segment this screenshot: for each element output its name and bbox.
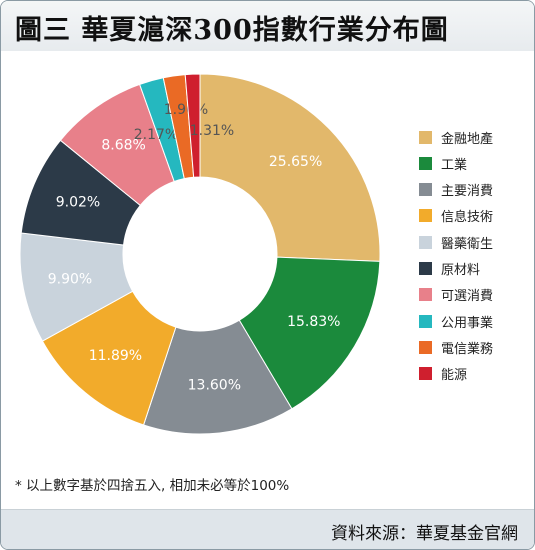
legend-item-energy: 能源 <box>419 362 493 386</box>
donut-slice-2 <box>238 256 381 410</box>
data-label-10: 1.31% <box>190 123 234 139</box>
donut-slice-3 <box>142 319 293 435</box>
data-label-7: 8.68% <box>101 138 145 154</box>
legend-item-finance: 金融地產 <box>419 125 493 149</box>
legend-label: 可選消費 <box>441 289 494 305</box>
legend-swatch <box>419 209 432 223</box>
legend-item-telecom: 電信業務 <box>419 335 493 359</box>
chart-title: 圖三 華夏滬深300指數行業分布圖 <box>15 15 449 46</box>
legend-label: 電信業務 <box>441 341 494 357</box>
chart-area: 25.65% 15.83% 13.60% 11.89% 9.90% 9.02% 8.68% 2… <box>1 51 534 509</box>
legend-label: 信息技術 <box>441 210 494 226</box>
legend: 金融地產 工業 主要消費 信息技術 醫藥衛生 原材料 可選消費 公用事業 電信業… <box>419 125 493 388</box>
data-label-3: 13.60% <box>188 378 241 394</box>
legend-item-info-tech: 信息技術 <box>419 204 493 228</box>
legend-swatch <box>419 261 432 275</box>
donut-slice-10 <box>184 73 201 178</box>
legend-swatch <box>419 183 432 197</box>
legend-swatch <box>419 235 432 249</box>
legend-swatch <box>419 314 432 328</box>
source-credit: 資料來源：華夏基金官網 <box>331 524 518 544</box>
legend-swatch <box>419 367 432 381</box>
legend-label: 能源 <box>441 368 468 384</box>
legend-swatch <box>419 156 432 170</box>
legend-item-consumer-discretionary: 可選消費 <box>419 283 493 307</box>
data-label-2: 15.83% <box>287 314 340 330</box>
data-label-6: 9.02% <box>56 194 100 210</box>
legend-item-materials: 原材料 <box>419 256 493 280</box>
legend-swatch <box>419 130 432 144</box>
legend-item-utilities: 公用事業 <box>419 309 493 333</box>
data-label-8: 2.17% <box>134 127 178 143</box>
donut-slice-4 <box>41 290 177 426</box>
donut-chart: 25.65% 15.83% 13.60% 11.89% 9.90% 9.02% 8.68%2… <box>19 73 381 435</box>
title-bar: 圖三 華夏滬深300指數行業分布圖 <box>1 1 534 52</box>
legend-swatch <box>419 288 432 302</box>
legend-item-healthcare: 醫藥衛生 <box>419 230 493 254</box>
legend-label: 公用事業 <box>441 315 494 331</box>
legend-item-consumer-staples: 主要消費 <box>419 178 493 202</box>
data-label-4: 11.89% <box>89 348 142 364</box>
legend-label: 金融地產 <box>441 131 494 147</box>
data-label-1: 25.65% <box>269 154 322 170</box>
legend-label: 原材料 <box>441 262 481 278</box>
legend-label: 工業 <box>441 157 468 173</box>
donut-slice-1 <box>199 73 381 262</box>
legend-label: 醫藥衛生 <box>441 236 494 252</box>
source-bar: 資料來源：華夏基金官網 <box>1 509 534 549</box>
legend-label: 主要消費 <box>441 184 494 200</box>
data-label-5: 9.90% <box>48 272 92 288</box>
footnote: * 以上數字基於四捨五入, 相加未必等於100% <box>15 478 290 494</box>
data-label-9: 1.96% <box>164 102 208 118</box>
legend-swatch <box>419 340 432 354</box>
legend-item-industrial: 工業 <box>419 151 493 175</box>
